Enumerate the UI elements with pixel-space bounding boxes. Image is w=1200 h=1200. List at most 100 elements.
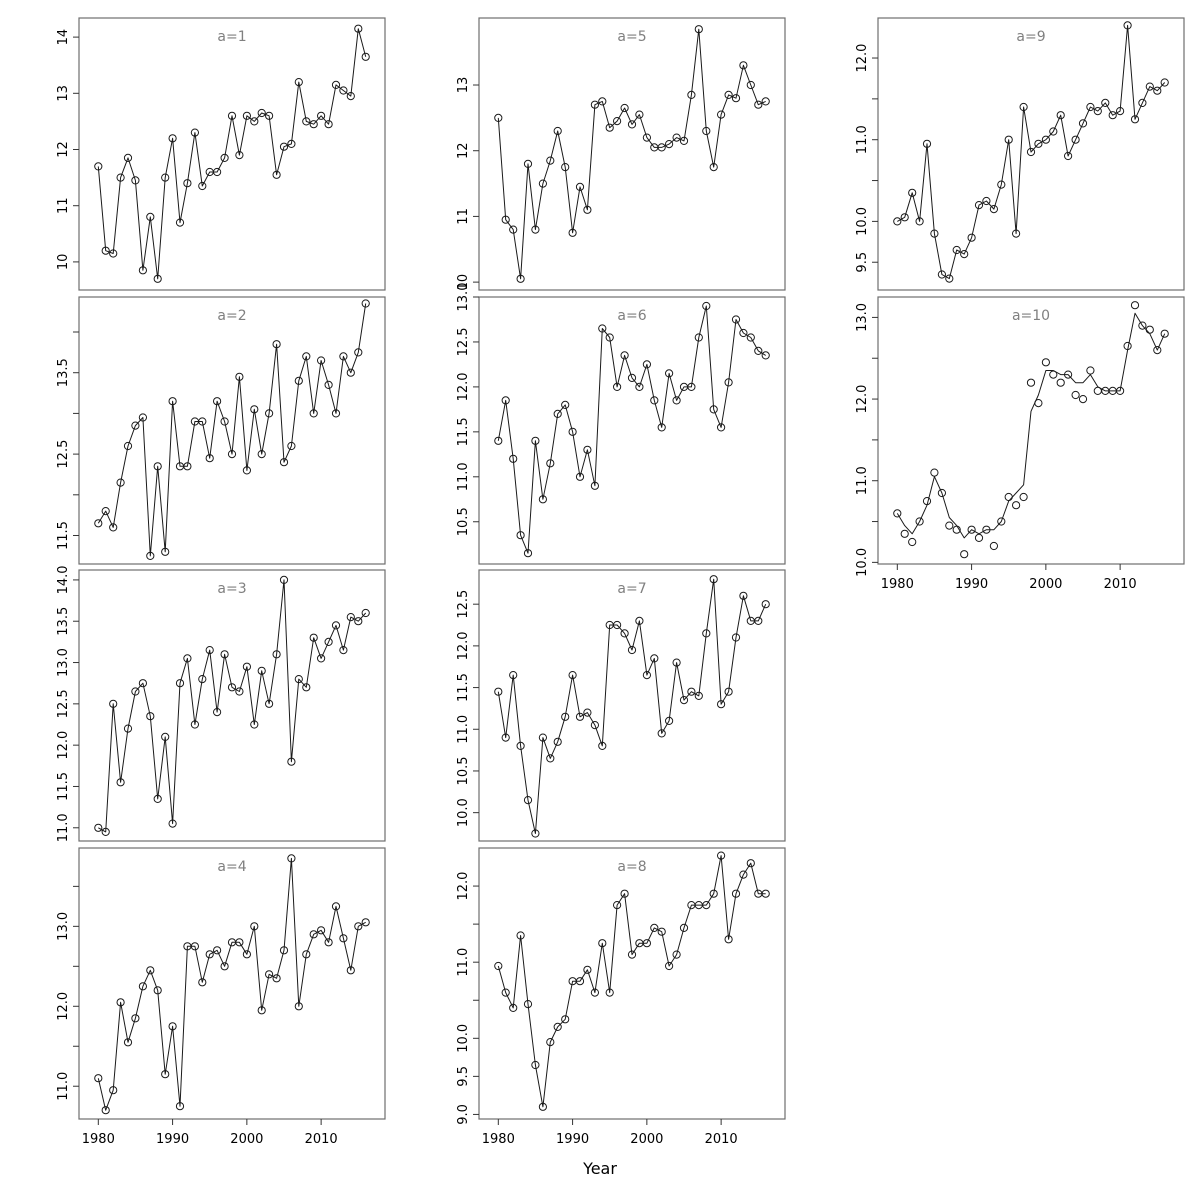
panel-title: a=10: [1012, 308, 1050, 324]
y-tick-label: 12.0: [456, 631, 471, 660]
data-point: [687, 687, 696, 696]
data-point: [1123, 341, 1132, 351]
y-tick-label: 10.0: [456, 1024, 471, 1053]
data-point: [509, 671, 518, 680]
data-point: [657, 143, 666, 152]
data-point: [613, 117, 622, 126]
data-point: [546, 1038, 555, 1047]
data-point: [613, 620, 622, 630]
y-tick-label: 10.0: [855, 207, 870, 236]
data-point: [561, 163, 570, 172]
data-point: [687, 382, 696, 391]
x-tick-label: 2000: [230, 1132, 263, 1147]
y-tick-label: 10: [56, 254, 71, 271]
data-point: [235, 687, 244, 696]
x-tick-label: 2010: [305, 1132, 338, 1147]
data-point: [205, 454, 214, 463]
panel-title: a=1: [217, 29, 246, 45]
y-tick-label: 13.0: [855, 303, 870, 332]
data-point: [590, 100, 600, 109]
data-point: [731, 889, 741, 898]
data-point: [583, 965, 592, 974]
data-point: [109, 523, 118, 532]
y-tick-label: 10.5: [456, 507, 471, 536]
data-line: [97, 28, 367, 280]
data-point: [175, 679, 185, 688]
x-axis-label-year: Year: [582, 1159, 617, 1178]
data-point: [324, 637, 333, 647]
panel-border: [877, 296, 1185, 565]
data-point: [168, 1022, 177, 1031]
data-point: [153, 462, 162, 471]
data-point: [220, 962, 229, 971]
data-point: [642, 133, 652, 142]
data-point: [761, 600, 770, 609]
data-point: [331, 409, 341, 418]
data-point: [679, 923, 689, 933]
data-point: [101, 1106, 110, 1115]
data-point: [287, 139, 296, 148]
data-point: [982, 525, 991, 534]
data-point: [339, 352, 348, 361]
data-point: [746, 859, 755, 868]
y-tick-label: 11.0: [855, 125, 870, 154]
data-point: [494, 687, 503, 696]
data-point: [183, 462, 192, 471]
data-point: [272, 340, 281, 349]
data-point: [161, 547, 170, 556]
data-point: [989, 541, 999, 551]
data-point: [94, 519, 103, 528]
data-point: [590, 721, 600, 730]
y-tick-label: 11.5: [456, 673, 471, 702]
data-point: [250, 922, 259, 931]
data-point: [309, 120, 318, 129]
data-point: [538, 179, 548, 188]
panel-border: [478, 17, 786, 291]
data-point: [724, 378, 733, 387]
data-point: [1026, 147, 1036, 157]
data-point: [302, 950, 311, 959]
data-point: [94, 1074, 103, 1083]
data-point: [717, 700, 726, 709]
y-tick-label: 14: [56, 29, 71, 46]
data-point: [235, 938, 244, 947]
data-point: [1064, 370, 1073, 379]
data-point: [960, 250, 969, 259]
data-point: [561, 400, 570, 409]
y-tick-label: 9.0: [456, 1104, 471, 1125]
data-point: [627, 950, 637, 959]
data-point: [937, 270, 947, 279]
y-tick-label: 13: [456, 77, 471, 94]
y-tick-label: 10.0: [855, 548, 870, 577]
x-tick-label: 1980: [881, 577, 914, 592]
data-point: [702, 629, 711, 638]
data-point: [575, 712, 585, 721]
data-point: [915, 217, 924, 226]
data-point: [531, 1060, 540, 1070]
data-point: [546, 459, 555, 468]
data-point: [361, 299, 370, 308]
data-point: [361, 918, 370, 927]
x-tick-label: 1990: [955, 577, 988, 592]
data-point: [494, 436, 503, 445]
data-point: [346, 613, 355, 622]
data-point: [523, 1000, 533, 1009]
panel-border: [78, 17, 386, 291]
data-point: [257, 1006, 266, 1015]
data-point: [346, 92, 355, 101]
y-tick-label: 11.5: [56, 772, 71, 801]
data-point: [257, 108, 266, 118]
data-point: [205, 646, 214, 655]
data-point: [242, 466, 251, 475]
data-line: [97, 303, 367, 557]
data-point: [635, 110, 644, 119]
panel-border: [877, 17, 1185, 291]
data-point: [1056, 378, 1065, 387]
data-point: [250, 720, 259, 729]
data-point: [220, 650, 229, 659]
data-point: [1086, 102, 1095, 112]
data-point: [583, 708, 592, 717]
data-point: [339, 934, 348, 943]
data-point: [331, 621, 341, 630]
panel-a3: a=3 11.0 11.5 12.0 12.5 13.0 13.5 14.0: [56, 565, 386, 842]
